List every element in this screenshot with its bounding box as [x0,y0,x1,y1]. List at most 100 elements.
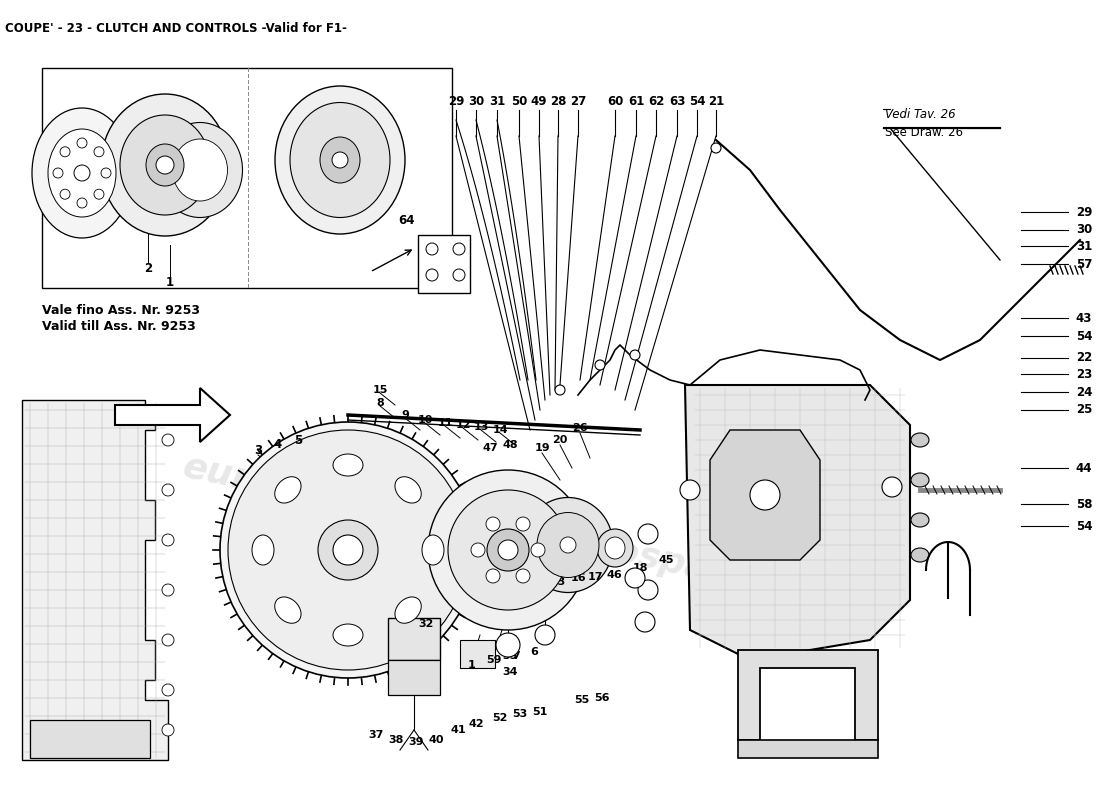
Text: 45: 45 [658,555,673,565]
Ellipse shape [275,597,301,623]
Text: 25: 25 [1076,403,1092,416]
Ellipse shape [911,548,930,562]
Text: 57: 57 [1076,258,1092,270]
Text: 60: 60 [607,95,624,108]
Text: 56: 56 [594,693,609,703]
Ellipse shape [395,477,421,503]
Ellipse shape [318,520,378,580]
Bar [388,660,440,695]
Text: 54: 54 [1076,520,1092,533]
Ellipse shape [911,513,930,527]
Text: 53: 53 [513,709,528,719]
Text: 37: 37 [368,730,384,740]
Text: B: B [686,485,694,495]
Circle shape [162,534,174,546]
Ellipse shape [333,535,363,565]
Text: 24: 24 [1076,386,1092,398]
Circle shape [162,584,174,596]
Circle shape [556,385,565,395]
Text: 15: 15 [372,385,387,395]
Text: 2: 2 [144,262,152,274]
Polygon shape [116,388,230,442]
Text: 21: 21 [708,95,724,108]
Text: 29: 29 [1076,206,1092,218]
Circle shape [471,543,485,557]
Text: 54: 54 [689,95,705,108]
Text: 50: 50 [510,95,527,108]
Text: 16: 16 [570,573,586,583]
Text: 8: 8 [376,398,384,408]
Circle shape [101,168,111,178]
Text: 9: 9 [402,410,409,420]
Text: 42: 42 [469,719,484,729]
Polygon shape [22,400,168,760]
Circle shape [531,543,544,557]
Text: 12: 12 [455,420,471,430]
Text: 14: 14 [492,425,508,435]
Ellipse shape [320,137,360,183]
Circle shape [711,143,720,153]
Circle shape [516,517,530,531]
Circle shape [162,484,174,496]
Ellipse shape [275,86,405,234]
Text: 38: 38 [388,735,404,745]
Bar [42,68,452,288]
Circle shape [595,360,605,370]
Text: 46: 46 [606,570,621,580]
Circle shape [453,243,465,255]
Ellipse shape [32,108,132,238]
Text: 59: 59 [486,655,502,665]
Ellipse shape [252,535,274,565]
Circle shape [60,190,70,199]
Text: 40: 40 [428,735,443,745]
Text: 23: 23 [1076,368,1092,381]
Circle shape [156,156,174,174]
Ellipse shape [157,122,242,218]
Text: 11: 11 [438,418,453,428]
Text: 10: 10 [417,415,432,425]
Circle shape [535,625,556,645]
Text: 47: 47 [482,443,498,453]
Circle shape [162,724,174,736]
Ellipse shape [911,433,930,447]
Text: 63: 63 [669,95,685,108]
Text: eurospares: eurospares [179,450,410,530]
Ellipse shape [750,480,780,510]
Ellipse shape [120,115,210,215]
Text: 26: 26 [572,423,587,433]
Text: 30: 30 [468,95,484,108]
Text: 62: 62 [648,95,664,108]
Text: COUPE' - 23 - CLUTCH AND CONTROLS -Valid for F1-: COUPE' - 23 - CLUTCH AND CONTROLS -Valid… [6,22,346,35]
Bar [388,618,440,660]
Ellipse shape [146,144,184,186]
Text: eurospares: eurospares [544,520,776,600]
Text: 43: 43 [1076,312,1092,325]
Polygon shape [738,650,878,740]
Circle shape [426,269,438,281]
Ellipse shape [101,94,229,236]
Text: 54: 54 [1076,330,1092,342]
Ellipse shape [911,473,930,487]
Text: 49: 49 [530,95,548,108]
Text: 3: 3 [254,443,262,457]
Text: 28: 28 [550,95,566,108]
Circle shape [94,190,104,199]
Text: 18: 18 [632,563,648,573]
Text: 5: 5 [294,434,302,446]
Circle shape [53,168,63,178]
Text: 7: 7 [513,651,520,661]
Text: C: C [641,617,649,627]
Circle shape [332,152,348,168]
Ellipse shape [48,129,116,217]
Text: 39: 39 [408,737,424,747]
Circle shape [162,634,174,646]
Text: 22: 22 [1076,351,1092,364]
Text: A: A [645,529,651,539]
Ellipse shape [522,498,613,593]
Text: 6: 6 [530,647,538,657]
Ellipse shape [275,477,301,503]
Text: 34: 34 [503,667,518,677]
Circle shape [882,477,902,497]
Polygon shape [710,430,820,560]
Polygon shape [685,385,910,660]
